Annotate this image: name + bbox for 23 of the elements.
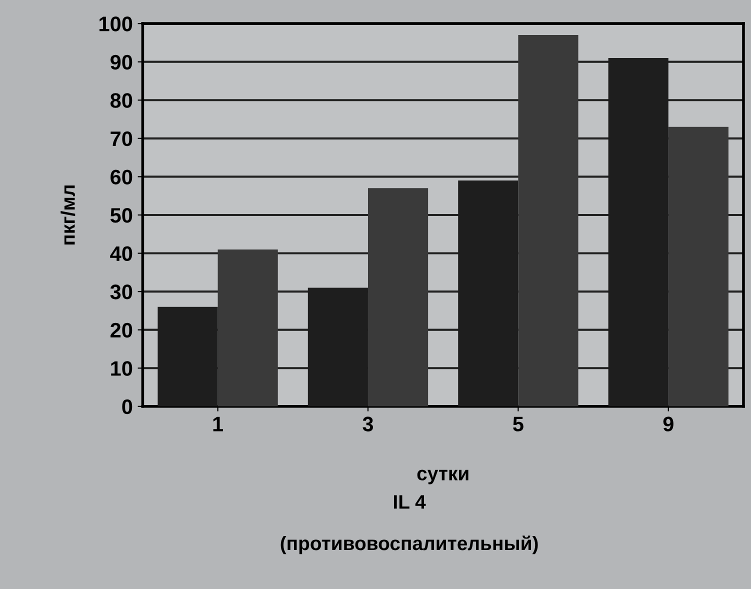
y-tick-label: 50 [110,208,132,223]
y-tick-label: 20 [110,322,132,338]
bar [218,249,278,406]
x-tick-label: 9 [663,416,674,432]
text: (противовоспалительный) [280,536,538,554]
x-axis-title: сутки [417,470,468,484]
y-tick-label: 60 [110,170,132,184]
text: IL 4 [394,495,426,509]
y-tick-label: 100 [100,16,132,32]
bar [518,35,578,406]
y-axis-title: пкг/мл [60,185,76,244]
bar [368,188,428,406]
y-tick-label: 70 [110,131,132,146]
bar [668,126,728,406]
x-tick-label: 3 [362,416,374,432]
y-tick-label: 10 [111,361,132,376]
y-tick-label: 40 [110,246,132,262]
y-tick-label: 80 [110,93,132,108]
y-tick-label: 30 [110,284,132,300]
x-tick-label: 1 [213,416,224,432]
x-tick-label: 5 [513,416,524,432]
y-tick-label: 0 [122,399,132,414]
y-tick-label: 90 [110,54,132,70]
